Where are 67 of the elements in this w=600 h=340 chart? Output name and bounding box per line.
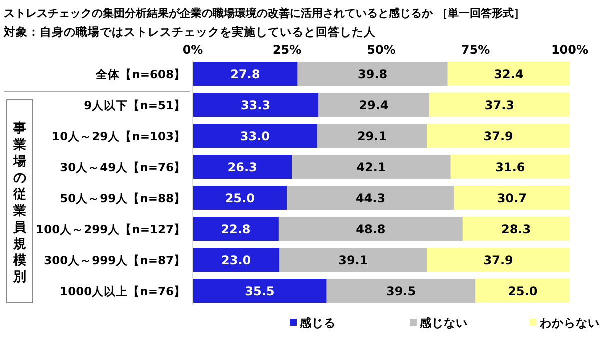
- x-tick-label: 0%: [182, 43, 204, 57]
- legend-label: 感じない: [419, 316, 468, 330]
- bar: [193, 155, 292, 179]
- data-label: 44.3: [356, 192, 386, 206]
- data-label: 29.1: [357, 130, 388, 144]
- data-label: 32.4: [494, 68, 524, 82]
- bar: [298, 62, 448, 86]
- x-tick-label: 75%: [461, 43, 490, 57]
- bar: [292, 155, 451, 179]
- legend-label: わからない: [539, 316, 600, 330]
- bar: [450, 155, 570, 179]
- data-label: 35.5: [245, 284, 275, 298]
- y-tick-label: 9人以下【n=51】: [84, 98, 186, 112]
- bar: [476, 279, 570, 303]
- data-label: 25.0: [225, 192, 255, 206]
- data-label: 42.1: [356, 160, 386, 174]
- data-label: 33.3: [240, 98, 271, 112]
- bar: [280, 248, 428, 272]
- data-label: 39.8: [358, 68, 388, 82]
- chart-title: ストレスチェックの集団分析結果が企業の職場環境の改善に活用されていると感じるか ［単一回答形式］: [4, 7, 525, 20]
- data-label: 29.4: [359, 98, 389, 112]
- data-label: 37.9: [484, 130, 514, 144]
- data-label: 23.0: [222, 254, 252, 268]
- x-tick-label: 50%: [367, 43, 396, 57]
- legend-label: 感じる: [299, 316, 336, 330]
- bar: [454, 186, 570, 210]
- bar: [278, 217, 463, 241]
- data-label: 39.1: [338, 254, 368, 268]
- bar: [427, 124, 570, 148]
- bar: [462, 217, 570, 241]
- bar: [317, 124, 428, 148]
- bar: [193, 124, 318, 148]
- bar: [448, 62, 570, 86]
- data-label: 37.3: [484, 98, 514, 112]
- bar: [193, 248, 280, 272]
- y-tick-label: 50人～99人【n=88】: [60, 192, 186, 206]
- bar: [193, 62, 298, 86]
- bar: [193, 217, 279, 241]
- y-tick-label: 30人～49人【n=76】: [60, 160, 186, 174]
- bar: [427, 248, 570, 272]
- data-label: 27.8: [230, 68, 260, 82]
- text: 事業場の従業員規模別: [14, 121, 26, 285]
- x-tick-label: 25%: [272, 43, 302, 57]
- bar: [193, 186, 288, 210]
- bar: [193, 93, 319, 117]
- y-tick-label: 100人～299人【n=127】: [36, 222, 186, 236]
- data-label: 37.9: [484, 254, 514, 268]
- bar: [193, 279, 327, 303]
- data-label: 22.8: [221, 222, 251, 236]
- y-tick-label: 全体【n=608】: [95, 68, 186, 82]
- data-label: 39.5: [386, 284, 416, 298]
- y-tick-label: 10人～29人【n=103】: [52, 130, 186, 144]
- bar: [326, 279, 476, 303]
- bar: [318, 93, 430, 117]
- data-label: 31.6: [496, 160, 526, 174]
- data-label: 30.7: [497, 192, 527, 206]
- data-label: 28.3: [501, 222, 532, 236]
- data-label: 48.8: [356, 222, 386, 236]
- bar: [287, 186, 454, 210]
- chart-subtitle: 対象：自身の職場ではストレスチェックを実施していると回答した人: [3, 25, 377, 39]
- y-tick-label: 1000人以上【n=76】: [60, 284, 186, 298]
- data-label: 33.0: [240, 130, 270, 144]
- bar: [429, 93, 570, 117]
- data-label: 25.0: [508, 284, 538, 298]
- data-label: 26.3: [228, 160, 258, 174]
- y-tick-label: 300人～999人【n=87】: [44, 254, 186, 268]
- x-tick-label: 100%: [551, 43, 589, 57]
